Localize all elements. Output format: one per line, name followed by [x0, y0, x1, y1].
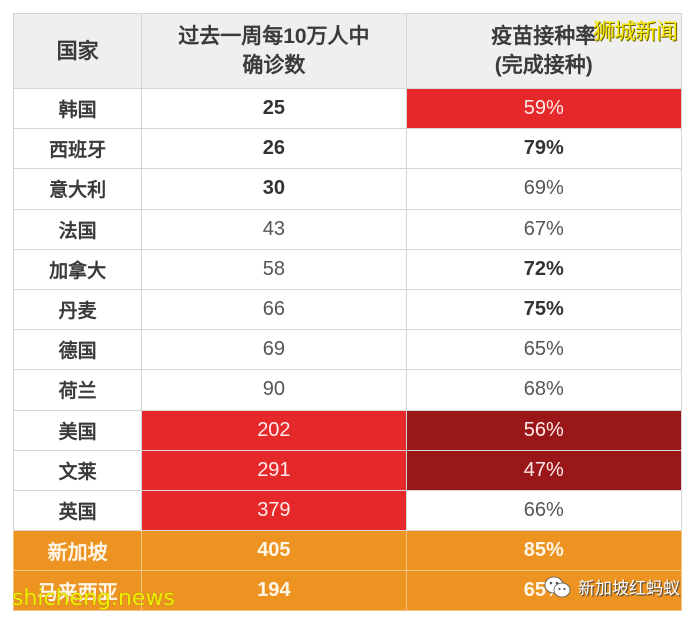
vax-cell: 65% [405, 570, 683, 612]
cases-cell: 58 [141, 248, 407, 290]
country-cell: 丹麦 [12, 288, 143, 331]
country-cell: 马来西亚 [12, 570, 143, 612]
covid-comparison-table: 国家 过去一周每10万人中 确诊数 疫苗接种率 (完成接种) 韩国 25 59%… [12, 13, 683, 612]
country-cell: 文莱 [12, 449, 143, 491]
header-weekly-cases: 过去一周每10万人中 确诊数 [141, 13, 407, 89]
header-country: 国家 [12, 13, 143, 89]
header-vax-line1: 疫苗接种率 [491, 25, 597, 48]
wechat-icon [544, 575, 572, 599]
cases-cell: 66 [141, 288, 407, 331]
cases-cell: 202 [141, 409, 407, 451]
cases-cell: 405 [141, 530, 407, 572]
cases-cell: 30 [141, 168, 407, 210]
table-row-uk: 英国 379 66% [12, 489, 683, 532]
watermark-bottom-left: shicheng.news [12, 586, 175, 611]
table-row-italy: 意大利 30 69% [12, 168, 683, 210]
table-row-brunei: 文莱 291 47% [12, 449, 683, 491]
country-cell: 意大利 [12, 168, 143, 210]
table-row-netherlands: 荷兰 90 68% [12, 369, 683, 411]
vax-cell: 79% [405, 128, 683, 170]
table-row-canada: 加拿大 58 72% [12, 248, 683, 290]
vax-cell: 85% [405, 530, 683, 572]
country-cell: 德国 [12, 329, 143, 371]
vax-cell: 56% [405, 409, 683, 451]
table-row-malaysia: 马来西亚 194 65% [12, 570, 683, 612]
vax-cell: 75% [405, 288, 683, 331]
cases-cell: 90 [141, 369, 407, 411]
cases-cell: 25 [141, 87, 407, 130]
cases-cell: 194 [141, 570, 407, 612]
country-cell: 新加坡 [12, 530, 143, 572]
cases-cell: 43 [141, 208, 407, 250]
vax-cell: 69% [405, 168, 683, 210]
table-row-singapore: 新加坡 405 85% [12, 530, 683, 572]
country-cell: 英国 [12, 489, 143, 532]
country-cell: 荷兰 [12, 369, 143, 411]
cases-cell: 379 [141, 489, 407, 532]
table-row-korea: 韩国 25 59% [12, 87, 683, 130]
country-cell: 韩国 [12, 87, 143, 130]
watermark-account-name: 新加坡红蚂蚁 [578, 579, 680, 599]
vax-cell: 67% [405, 208, 683, 250]
cases-cell: 26 [141, 128, 407, 170]
vax-cell: 47% [405, 449, 683, 491]
header-cases-line2: 确诊数 [242, 54, 306, 77]
country-cell: 加拿大 [12, 248, 143, 290]
table-row-germany: 德国 69 65% [12, 329, 683, 371]
vax-cell: 65% [405, 329, 683, 371]
vax-cell: 72% [405, 248, 683, 290]
table-row-denmark: 丹麦 66 75% [12, 288, 683, 331]
watermark-bottom-right: 新加坡红蚂蚁 [544, 574, 680, 599]
table-row-usa: 美国 202 56% [12, 409, 683, 451]
cases-cell: 291 [141, 449, 407, 491]
table-row-france: 法国 43 67% [12, 208, 683, 250]
header-vaccination-rate: 疫苗接种率 (完成接种) [405, 13, 683, 89]
country-cell: 美国 [12, 409, 143, 451]
country-cell: 西班牙 [12, 128, 143, 170]
country-cell: 法国 [12, 208, 143, 250]
watermark-top-right: 狮城新闻 [593, 20, 678, 45]
table-row-spain: 西班牙 26 79% [12, 128, 683, 170]
table-header-row: 国家 过去一周每10万人中 确诊数 疫苗接种率 (完成接种) [12, 13, 683, 89]
header-vax-line2: (完成接种) [494, 54, 593, 77]
vax-cell: 59% [405, 87, 683, 130]
vax-cell: 66% [405, 489, 683, 532]
cases-cell: 69 [141, 329, 407, 371]
header-cases-line1: 过去一周每10万人中 [178, 25, 370, 48]
vax-cell: 68% [405, 369, 683, 411]
